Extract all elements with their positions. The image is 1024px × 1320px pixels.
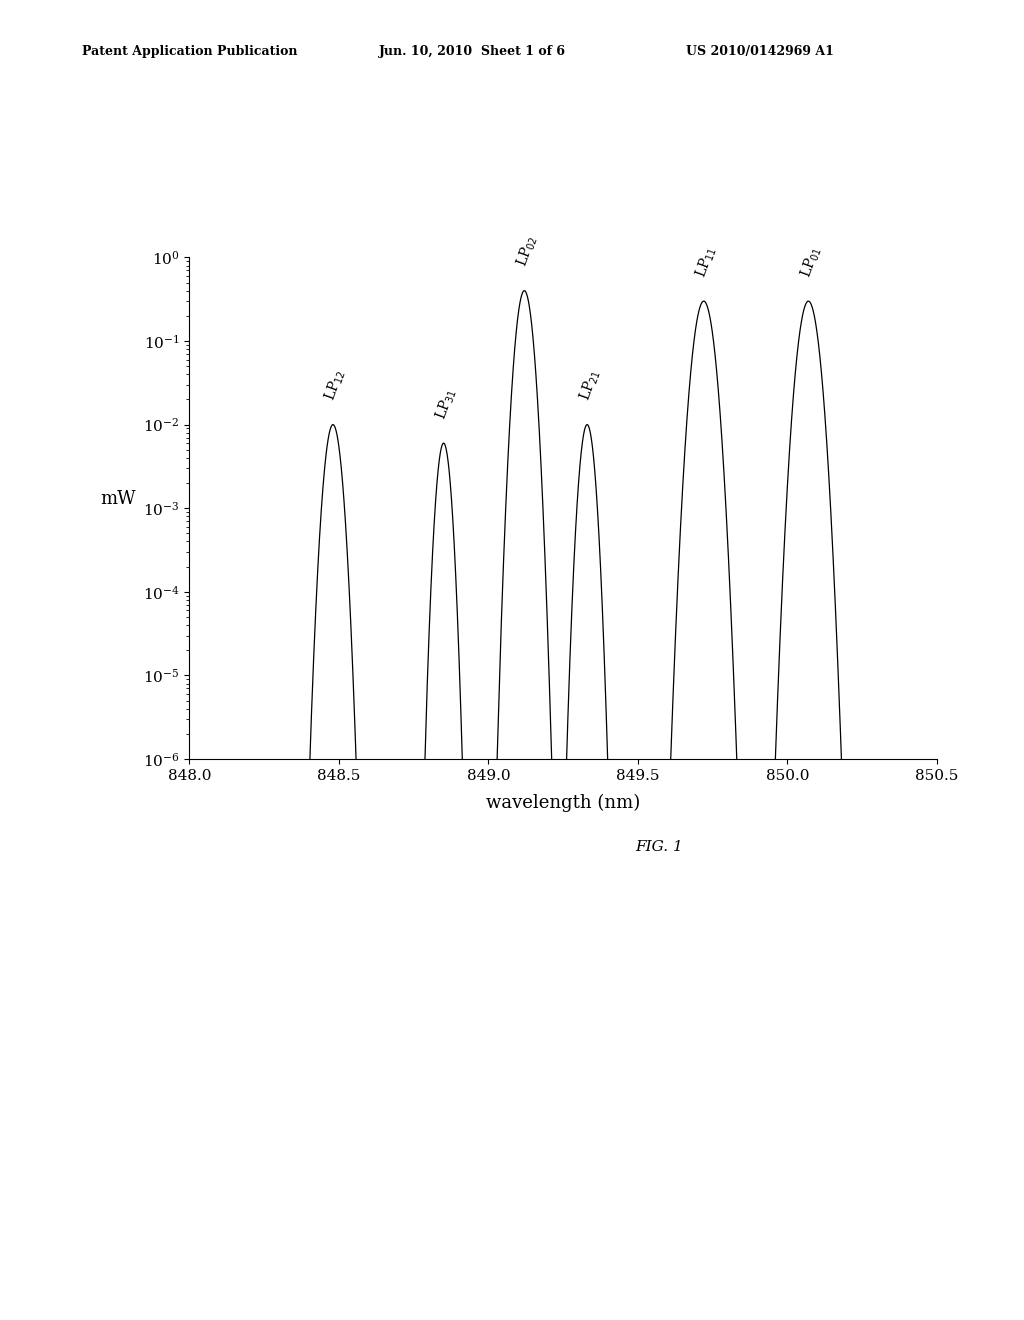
Text: FIG. 1: FIG. 1 xyxy=(635,841,683,854)
Text: LP$_{11}$: LP$_{11}$ xyxy=(693,244,720,280)
Text: LP$_{31}$: LP$_{31}$ xyxy=(432,385,460,422)
Text: Patent Application Publication: Patent Application Publication xyxy=(82,45,297,58)
Text: Jun. 10, 2010  Sheet 1 of 6: Jun. 10, 2010 Sheet 1 of 6 xyxy=(379,45,566,58)
Text: LP$_{12}$: LP$_{12}$ xyxy=(322,367,349,403)
Text: LP$_{01}$: LP$_{01}$ xyxy=(798,244,824,280)
X-axis label: wavelength (nm): wavelength (nm) xyxy=(486,793,640,812)
Y-axis label: mW: mW xyxy=(100,490,136,508)
Text: LP$_{02}$: LP$_{02}$ xyxy=(513,234,541,269)
Text: LP$_{21}$: LP$_{21}$ xyxy=(577,367,603,403)
Text: US 2010/0142969 A1: US 2010/0142969 A1 xyxy=(686,45,834,58)
